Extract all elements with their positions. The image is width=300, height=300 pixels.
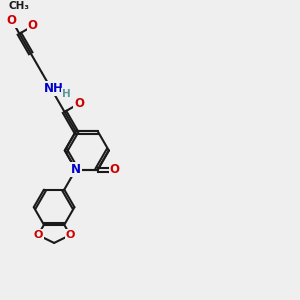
Text: H: H (61, 89, 70, 99)
Text: CH₃: CH₃ (8, 1, 29, 11)
Text: O: O (7, 14, 16, 27)
Text: O: O (28, 20, 38, 32)
Text: O: O (74, 97, 84, 110)
Text: O: O (110, 163, 120, 176)
Text: N: N (71, 163, 81, 176)
Text: O: O (33, 230, 43, 240)
Text: NH: NH (44, 82, 64, 94)
Text: O: O (65, 230, 75, 240)
